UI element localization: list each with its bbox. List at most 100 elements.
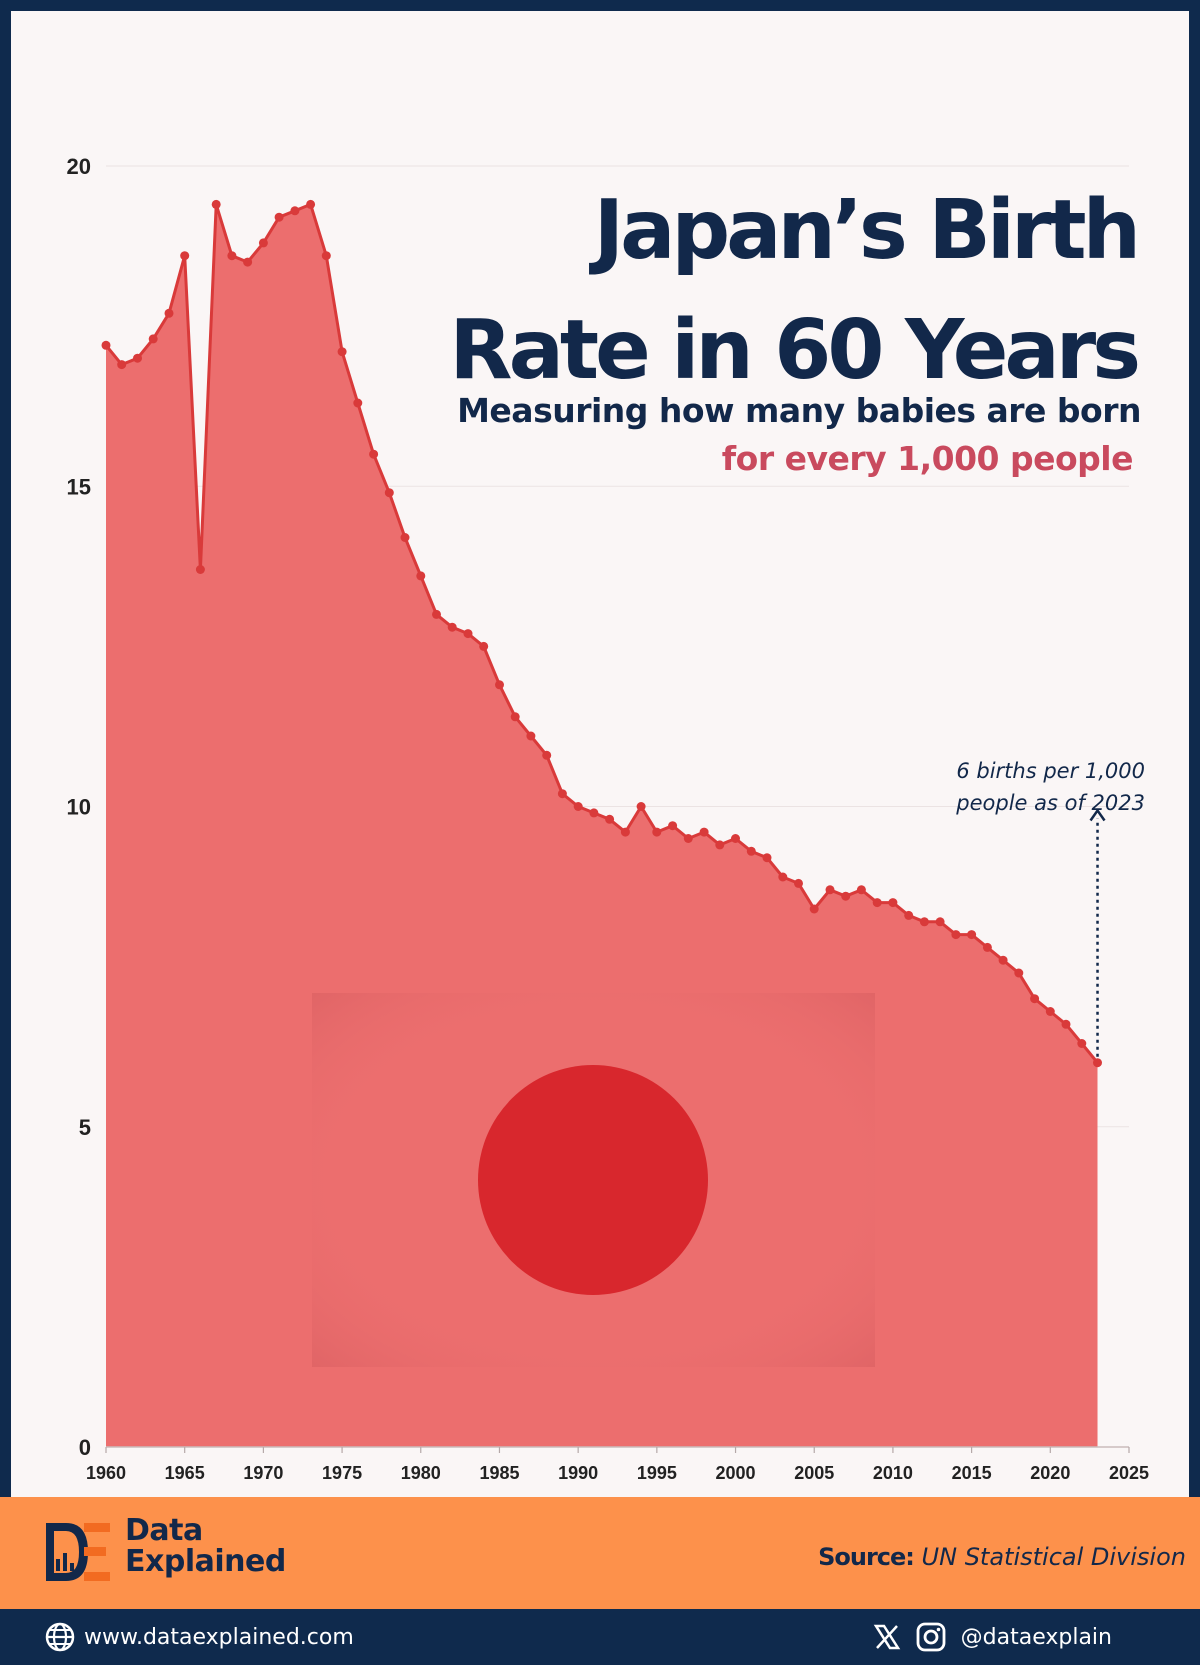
data-point <box>1030 994 1040 1004</box>
data-point <box>1045 1007 1055 1016</box>
source-value: UN Statistical Division <box>921 1543 1186 1571</box>
globe-icon <box>45 1622 75 1652</box>
japan-flag <box>312 993 875 1367</box>
data-point <box>117 360 127 370</box>
data-point <box>400 533 410 542</box>
data-point <box>463 629 473 639</box>
chart-subtitle-highlight: for every 1,000 people <box>721 439 1134 478</box>
data-point <box>1077 1039 1087 1048</box>
flag-circle <box>478 1065 708 1295</box>
data-point <box>180 251 190 261</box>
data-point <box>164 308 174 318</box>
latest-value-annotation: 6 births per 1,000 people as of 2023 <box>956 755 1145 819</box>
data-point <box>841 891 851 901</box>
data-point <box>589 808 599 818</box>
data-point <box>699 827 709 837</box>
data-point <box>432 609 441 619</box>
data-point <box>369 449 379 459</box>
y-tick-label: 15 <box>67 474 91 499</box>
social-handle: @dataexplain <box>960 1624 1112 1650</box>
source-label: Source: <box>818 1543 915 1571</box>
data-point <box>1014 968 1024 978</box>
title-line-2: Rate in 60 Years <box>449 303 1141 398</box>
birth-rate-line <box>104 202 1099 1064</box>
data-point <box>715 840 725 850</box>
data-point <box>258 238 268 248</box>
data-point <box>935 917 945 927</box>
data-point <box>731 834 740 843</box>
x-tick-label: 1990 <box>558 1463 598 1483</box>
data-point <box>526 731 536 741</box>
data-point <box>306 199 316 209</box>
data-point <box>668 821 678 831</box>
website-link[interactable]: www.dataexplained.com <box>44 1621 354 1653</box>
data-point <box>573 802 583 811</box>
chart-frame: 0 5 10 15 20 1960 1965 1970 1975 1980 1985 1990 1995… <box>11 11 1189 1497</box>
x-tick-label: 1975 <box>322 1463 362 1483</box>
x-tick-label: 1960 <box>86 1463 126 1483</box>
annotation-arrow-head <box>1089 808 1106 822</box>
data-point <box>321 251 331 261</box>
x-tick-label: 1980 <box>401 1463 441 1483</box>
data-point <box>652 827 662 837</box>
source-credit: Source: UN Statistical Division <box>818 1543 1186 1571</box>
x-tick-label: 1970 <box>243 1463 283 1483</box>
data-point <box>353 398 363 408</box>
data-point <box>495 680 504 690</box>
data-point <box>1093 1058 1102 1068</box>
y-tick-label: 0 <box>79 1435 91 1460</box>
data-point <box>133 353 142 363</box>
x-tick-label: 2025 <box>1109 1463 1149 1483</box>
annotation-line-2: people as of 2023 <box>956 791 1145 815</box>
social-links: @dataexplain <box>873 1621 1112 1653</box>
brand-line-1: Data <box>125 1513 203 1548</box>
title-line-1: Japan’s Birth <box>593 183 1141 278</box>
data-point <box>998 955 1008 965</box>
x-tick-label: 1985 <box>479 1463 519 1483</box>
data-explained-logo <box>46 1523 110 1581</box>
x-logo-icon[interactable] <box>873 1623 901 1651</box>
data-point <box>904 910 914 920</box>
data-point <box>416 571 426 581</box>
data-point <box>967 930 977 940</box>
brand-name: Data Explained <box>125 1515 286 1577</box>
instagram-icon[interactable] <box>915 1621 947 1653</box>
data-point <box>888 898 898 908</box>
x-tick-label: 2015 <box>952 1463 992 1483</box>
data-point <box>951 930 961 940</box>
data-point <box>557 789 567 799</box>
annotation-line-1: 6 births per 1,000 <box>956 759 1145 783</box>
data-point <box>872 898 882 908</box>
data-point <box>856 885 866 895</box>
data-point <box>510 712 520 722</box>
x-tick-label: 2005 <box>794 1463 834 1483</box>
x-tick-label: 1965 <box>165 1463 205 1483</box>
data-point <box>605 814 615 824</box>
data-point <box>919 917 929 927</box>
data-point <box>762 853 772 863</box>
brand-line-2: Explained <box>125 1544 286 1579</box>
data-point <box>542 750 552 760</box>
x-tick-label: 2010 <box>873 1463 913 1483</box>
data-point <box>211 199 221 209</box>
chart-subtitle: Measuring how many babies are born <box>457 391 1141 430</box>
data-point <box>447 622 457 632</box>
data-point <box>227 251 237 261</box>
data-point <box>101 340 111 350</box>
data-point <box>778 872 788 882</box>
bottom-bar: www.dataexplained.com @dataexplain <box>0 1609 1200 1665</box>
data-point <box>274 212 284 222</box>
data-point <box>148 334 158 344</box>
chart-title: Japan’s Birth Rate in 60 Years <box>449 171 1141 411</box>
data-point <box>384 488 394 498</box>
y-tick-label: 5 <box>79 1115 91 1140</box>
birth-rate-chart: 0 5 10 15 20 1960 1965 1970 1975 1980 1985 1990 1995… <box>67 154 1150 1483</box>
data-point <box>337 347 347 357</box>
data-point <box>794 878 803 888</box>
data-point <box>620 827 630 837</box>
data-point <box>746 846 756 856</box>
x-tick-label: 2020 <box>1030 1463 1070 1483</box>
website-text: www.dataexplained.com <box>84 1624 354 1650</box>
y-tick-label: 10 <box>67 795 91 820</box>
data-point <box>479 641 489 651</box>
